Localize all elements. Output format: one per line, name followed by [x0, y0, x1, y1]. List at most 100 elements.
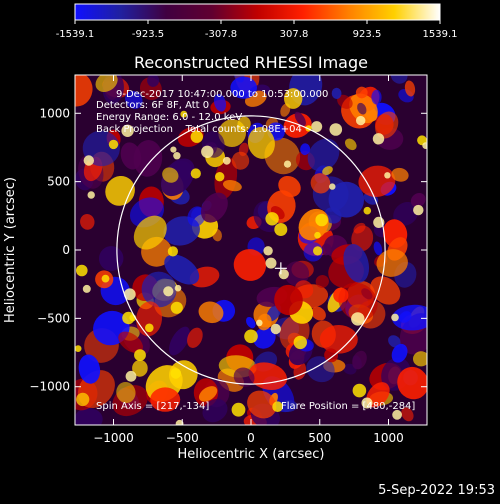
heatmap-blob [322, 166, 333, 176]
heatmap-peak [391, 313, 399, 322]
heatmap-peak [82, 284, 91, 293]
heatmap-peak [356, 115, 366, 126]
heatmap-peak [201, 145, 214, 158]
heatmap-blob [78, 354, 101, 384]
heatmap-blob [371, 89, 382, 105]
heatmap-blob [324, 348, 339, 363]
heatmap-blob [80, 214, 95, 230]
heatmap-blob [353, 222, 366, 234]
heatmap-peak [352, 383, 367, 398]
heatmap-blob [306, 356, 335, 383]
colorbar-tick-label: -307.8 [205, 29, 237, 40]
heatmap-blob [352, 350, 367, 370]
y-axis: −1000 −500 0 500 1000 [29, 106, 427, 394]
heatmap-blob [248, 362, 288, 391]
heatmap-blob [125, 90, 143, 109]
heatmap-blob [233, 367, 255, 387]
colorbar-tick-label: -923.5 [132, 29, 164, 40]
x-tick-label: 1000 [373, 431, 404, 445]
solar-limb-circle [116, 115, 386, 385]
heatmap-blob [202, 398, 228, 423]
heatmap-blob [118, 331, 143, 353]
heatmap-blob [294, 111, 306, 127]
heatmap-blob [307, 138, 340, 172]
heatmap-peak [363, 206, 372, 215]
heatmap-peak [222, 156, 231, 165]
heatmap-peak [265, 212, 279, 226]
y-tick-label: −500 [37, 311, 70, 325]
chart-title: Reconstructed RHESSI Image [134, 53, 368, 72]
heatmap-peak [314, 231, 321, 239]
heatmap-peak [422, 142, 427, 149]
heatmap-peak [311, 121, 323, 133]
heatmap-blob [120, 142, 142, 170]
heatmap-blob [168, 326, 190, 356]
heatmap-peak [351, 312, 365, 326]
heatmap-image [75, 75, 427, 425]
x-tick-label: −1000 [93, 431, 134, 445]
heatmap-blob [333, 287, 349, 303]
heatmap-blob [393, 201, 419, 226]
heatmap-blob [293, 361, 307, 380]
heatmap-peak [167, 246, 178, 257]
heatmap-blob [337, 94, 353, 109]
heatmap-peak [270, 323, 281, 335]
heatmap-blob [310, 173, 331, 194]
heatmap-blob [401, 407, 414, 422]
heatmap-blob [76, 392, 90, 407]
colorbar-tick-label: 307.8 [280, 29, 309, 40]
heatmap-blob [397, 366, 427, 400]
heatmap-blob [343, 244, 370, 283]
heatmap-peak [384, 172, 391, 179]
y-tick-label: 500 [47, 175, 70, 189]
heatmap-peak [244, 329, 258, 344]
heatmap-blob [198, 386, 218, 402]
heatmap-blob [253, 327, 276, 349]
heatmap-peak [265, 257, 277, 269]
heatmap-peak [180, 110, 188, 118]
heatmap-peak [263, 246, 273, 256]
heatmap-blob [278, 399, 298, 413]
heatmap-peak [313, 246, 323, 256]
heatmap-peak [255, 319, 263, 327]
heatmap-blob [321, 243, 332, 256]
heatmap-blob [141, 271, 177, 308]
heatmap-blob [168, 360, 198, 390]
heatmap-blob [391, 167, 409, 182]
y-tick-label: −1000 [29, 380, 70, 394]
heatmap-blob [284, 261, 310, 286]
heatmap-peak [274, 223, 288, 236]
heatmap-peak [175, 419, 184, 425]
heatmap-blob [344, 138, 357, 151]
heatmap-blob [376, 249, 408, 277]
heatmap-blob [147, 75, 160, 87]
y-axis-label: Heliocentric Y (arcsec) [3, 177, 18, 323]
heatmap-blob [116, 381, 136, 404]
heatmap-peak [121, 124, 134, 137]
heatmap-blob [404, 80, 416, 97]
heatmap-blob [150, 387, 181, 412]
heatmap-blob [328, 181, 365, 218]
heatmap-blob [95, 75, 118, 92]
heatmap-blob [300, 143, 311, 156]
heatmap-peak [123, 288, 136, 301]
y-tick-label: 0 [62, 243, 70, 257]
colorbar-ticks: -1539.1 -923.5 -307.8 307.8 923.5 1539.1 [56, 20, 458, 40]
heatmap-blob [315, 275, 329, 288]
heatmap-blob [338, 282, 378, 321]
annotation-time-range: 9-Dec-2017 10:47:00.000 to 10:53:00.000 [116, 89, 328, 100]
heatmap-peak [83, 155, 95, 166]
heatmap-peak [75, 345, 82, 352]
heatmap-peak [392, 409, 402, 420]
heatmap-peak [76, 264, 88, 277]
heatmap-peak [170, 301, 183, 314]
heatmap-blob [200, 192, 228, 223]
heatmap-peak [174, 284, 182, 292]
heatmap-peak [215, 172, 225, 182]
heatmap-blob [247, 390, 277, 419]
heatmap-blob [355, 86, 368, 99]
heatmap-peak [163, 286, 174, 297]
heatmap-blob [136, 301, 163, 337]
heatmap-peak [231, 402, 246, 417]
heatmap-blob [388, 335, 401, 348]
